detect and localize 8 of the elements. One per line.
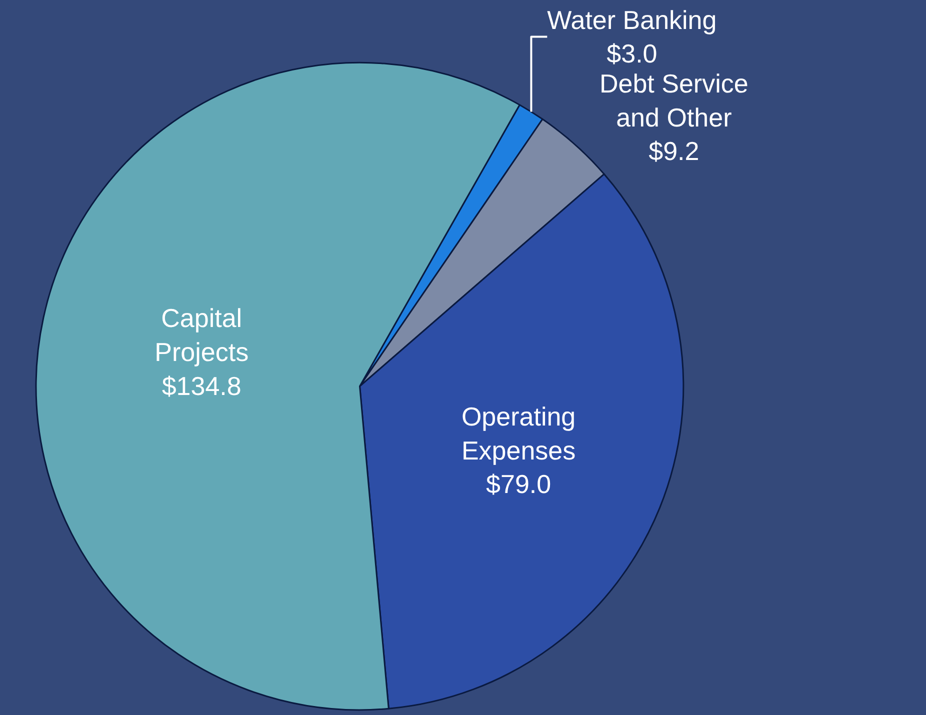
slice-label: Debt Service and Other xyxy=(599,68,748,132)
data-label: $134.8 xyxy=(162,370,242,401)
data-label: $9.2 xyxy=(648,136,700,166)
slice-label: Operating Expenses xyxy=(461,401,576,466)
data-label: $3.0 xyxy=(606,38,658,69)
slice-label: Capital Projects xyxy=(154,303,249,367)
slice-label: Water Banking xyxy=(547,4,717,35)
data-label: $79.0 xyxy=(486,469,552,500)
